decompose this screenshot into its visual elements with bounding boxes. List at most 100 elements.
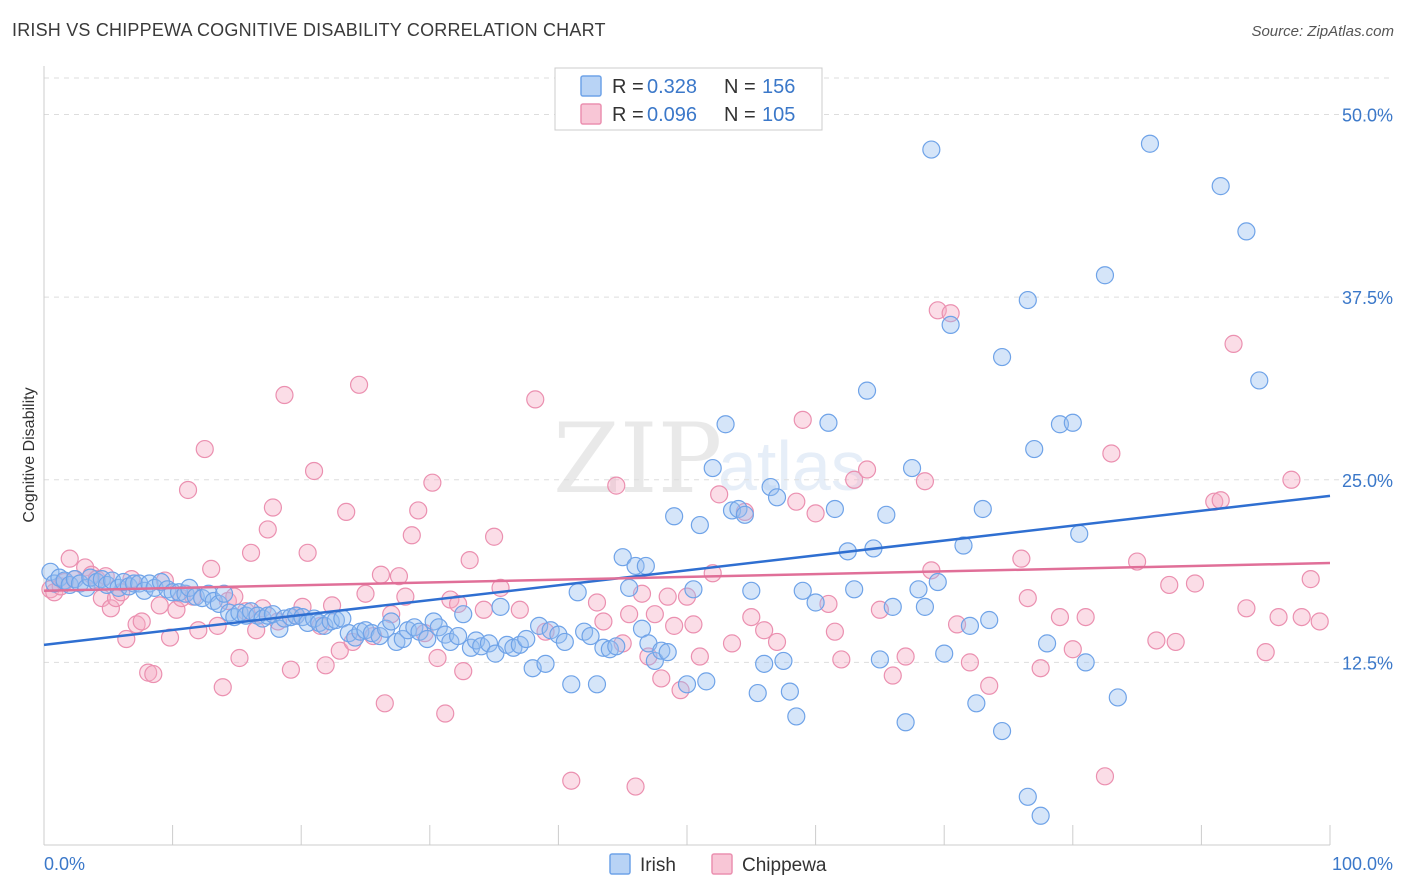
chippewa-point xyxy=(195,439,214,459)
x-tick-label-min: 0.0% xyxy=(44,854,85,874)
chippewa-point xyxy=(448,594,468,614)
chippewa-point xyxy=(767,632,787,652)
chippewa-point xyxy=(322,596,342,615)
chippewa-point xyxy=(722,634,742,653)
chippewa-point xyxy=(793,410,812,429)
chippewa-point xyxy=(202,559,221,578)
chippewa-point xyxy=(1185,574,1205,593)
irish-point xyxy=(1063,413,1082,432)
irish-point xyxy=(690,515,709,535)
irish-point xyxy=(1018,787,1037,806)
y-tick-label: 50.0% xyxy=(1342,106,1393,126)
irish-point xyxy=(1211,177,1230,196)
chippewa-point xyxy=(710,485,729,504)
irish-point xyxy=(607,637,626,656)
irish-point xyxy=(780,682,799,701)
chippewa-point xyxy=(371,565,391,584)
irish-point xyxy=(1037,634,1057,653)
irish-point xyxy=(857,381,877,400)
chippewa-point xyxy=(690,647,709,666)
irish-point xyxy=(1095,266,1115,285)
irish-point xyxy=(151,572,171,592)
irish-point xyxy=(761,477,780,497)
chippewa-point xyxy=(1095,767,1115,786)
chippewa-point xyxy=(1018,588,1037,608)
irish-point xyxy=(613,548,632,567)
irish-point xyxy=(677,675,697,694)
chippewa-point xyxy=(258,520,277,539)
irish-point xyxy=(954,536,973,555)
watermark-zip: ZIP xyxy=(553,403,722,515)
legend-irish-r-label: R = xyxy=(612,76,644,98)
y-axis-title: Cognitive Disability xyxy=(21,387,38,522)
chippewa-point xyxy=(755,621,774,640)
chippewa-point xyxy=(1166,632,1185,652)
chippewa-point xyxy=(275,385,294,405)
irish-point xyxy=(787,707,806,726)
chippewa-point xyxy=(587,593,607,612)
chippewa-point xyxy=(1269,607,1288,627)
legend-chippewa-r-label: R = xyxy=(612,104,644,126)
y-tick-label: 12.5% xyxy=(1342,653,1393,673)
irish-point xyxy=(448,626,468,646)
chippewa-point xyxy=(915,472,935,491)
chippewa-point xyxy=(316,656,335,675)
chippewa-point xyxy=(436,704,455,723)
irish-point xyxy=(742,581,761,600)
irish-point xyxy=(536,654,555,673)
chippewa-point xyxy=(742,607,761,627)
irish-point xyxy=(735,505,754,524)
chippewa-point xyxy=(883,666,902,685)
irish-point xyxy=(774,651,793,671)
irish-point xyxy=(1025,439,1044,459)
irish-point xyxy=(845,580,864,599)
irish-point xyxy=(716,415,735,434)
irish-point xyxy=(587,675,607,694)
chippewa-point xyxy=(189,621,208,640)
watermark-atlas: atlas xyxy=(718,427,866,505)
chippewa-point xyxy=(298,543,317,562)
irish-point xyxy=(755,654,774,673)
chippewa-point xyxy=(230,648,249,668)
irish-point xyxy=(214,584,234,603)
chippewa-point xyxy=(150,596,169,615)
legend-chippewa-n-label: N = xyxy=(724,104,756,126)
chippewa-point xyxy=(247,621,266,640)
chart-title: IRISH VS CHIPPEWA COGNITIVE DISABILITY C… xyxy=(12,20,606,40)
irish-point xyxy=(992,721,1012,741)
chippewa-point xyxy=(101,599,120,618)
irish-point xyxy=(967,694,986,713)
chippewa-point xyxy=(144,664,163,684)
irish-trend-line xyxy=(43,494,1331,647)
chippewa-point xyxy=(562,771,581,790)
chippewa-point xyxy=(330,641,349,660)
watermark: ZIP atlas xyxy=(553,403,866,515)
irish-point xyxy=(992,347,1012,367)
legend-irish-r-value: 0.328 xyxy=(647,76,697,98)
chippewa-point xyxy=(645,605,664,624)
irish-point xyxy=(204,591,223,611)
series-legend-swatch-chippewa xyxy=(711,853,733,875)
irish-point xyxy=(370,626,389,646)
irish-point xyxy=(922,140,941,159)
legend-irish-n-value: 156 xyxy=(762,76,795,98)
irish-point xyxy=(645,651,664,671)
chippewa-point xyxy=(1127,552,1147,571)
chippewa-point xyxy=(980,676,999,695)
irish-point xyxy=(562,675,581,694)
chippewa-point xyxy=(263,498,283,517)
chippewa-point xyxy=(213,678,232,697)
irish-point xyxy=(581,626,600,646)
irish-point xyxy=(1018,290,1037,310)
chippewa-point xyxy=(389,567,409,586)
irish-point xyxy=(767,488,787,507)
series-legend-chippewa: Chippewa xyxy=(742,855,827,876)
x-tick-label-max: 100.0% xyxy=(1332,854,1393,874)
irish-point xyxy=(896,713,915,732)
chippewa-point xyxy=(1160,575,1179,595)
irish-point xyxy=(270,619,289,638)
chippewa-point xyxy=(402,526,421,545)
chippewa-point xyxy=(787,492,806,511)
irish-point xyxy=(748,683,767,703)
irish-point xyxy=(1237,222,1256,241)
